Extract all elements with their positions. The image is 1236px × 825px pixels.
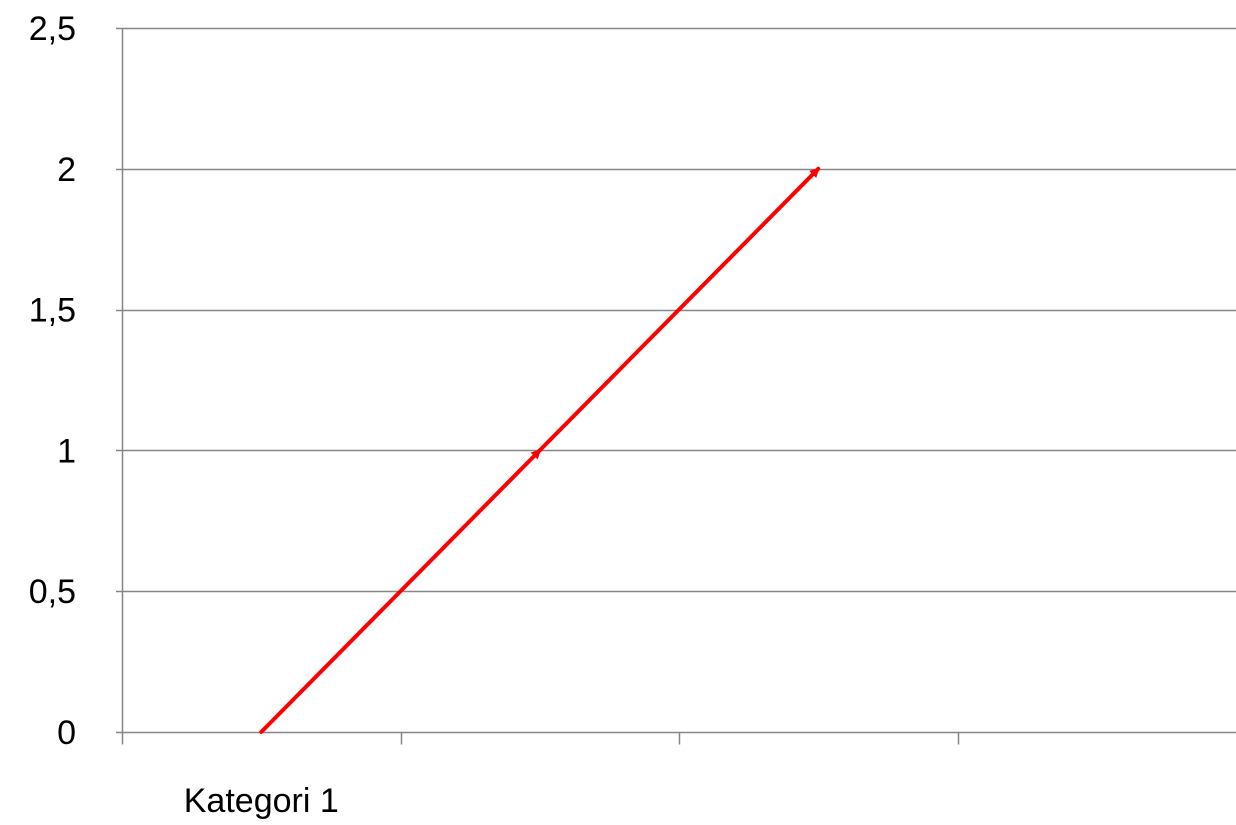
y-tick-label-4: 2: [57, 151, 76, 189]
y-tick-label-1: 0,5: [29, 573, 76, 611]
x-category-label-0: Kategori 1: [184, 782, 339, 820]
series-0-segment-1: [540, 169, 819, 451]
axes: [116, 28, 1236, 745]
y-tick-label-3: 1,5: [29, 292, 76, 330]
y-tick-label-2: 1: [57, 432, 76, 470]
y-tick-label-5: 2,5: [29, 10, 76, 48]
y-tick-label-0: 0: [57, 714, 76, 752]
